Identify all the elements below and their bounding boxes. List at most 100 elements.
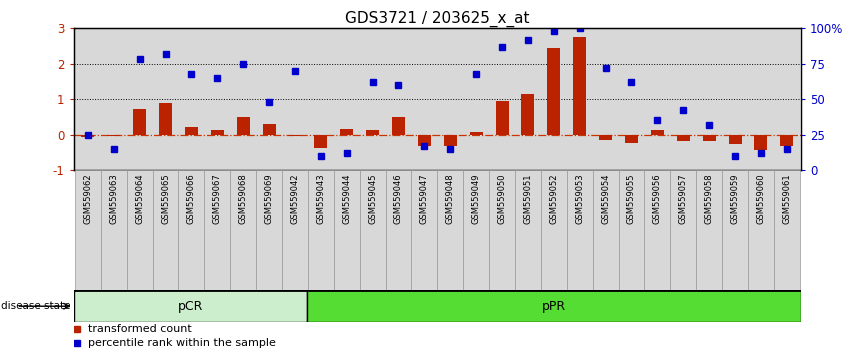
Bar [81, 135, 94, 137]
Bar [307, 290, 801, 322]
Text: GSM559062: GSM559062 [83, 173, 93, 224]
Bar [133, 109, 146, 135]
Bar [262, 124, 275, 135]
Text: GSM559044: GSM559044 [342, 173, 352, 224]
Bar [411, 170, 437, 290]
Bar [210, 130, 223, 135]
Bar [547, 48, 560, 135]
Text: GSM559060: GSM559060 [756, 173, 766, 224]
Bar [463, 170, 489, 290]
Bar [204, 28, 230, 170]
Text: GSM559059: GSM559059 [731, 173, 740, 224]
Title: GDS3721 / 203625_x_at: GDS3721 / 203625_x_at [345, 11, 530, 27]
Bar [780, 135, 793, 146]
Bar [308, 170, 333, 290]
Bar [74, 290, 307, 322]
Bar [618, 170, 644, 290]
Text: GSM559061: GSM559061 [782, 173, 792, 224]
Bar [618, 28, 644, 170]
Text: GSM559047: GSM559047 [420, 173, 429, 224]
Bar [107, 135, 120, 136]
Bar [359, 170, 385, 290]
Text: GSM559046: GSM559046 [394, 173, 403, 224]
Text: GSM559068: GSM559068 [239, 173, 248, 224]
Text: GSM559067: GSM559067 [213, 173, 222, 224]
Bar [100, 28, 126, 170]
Text: pPR: pPR [542, 300, 566, 313]
Bar [152, 170, 178, 290]
Bar [651, 130, 664, 135]
Bar [185, 127, 197, 135]
Bar [754, 135, 767, 150]
Bar [256, 28, 282, 170]
Text: GSM559055: GSM559055 [627, 173, 636, 224]
Bar [495, 101, 508, 135]
Bar [411, 28, 437, 170]
Bar [696, 170, 722, 290]
Bar [288, 135, 301, 136]
Bar [236, 117, 249, 135]
Bar [230, 170, 256, 290]
Bar [74, 170, 100, 290]
Bar [728, 135, 741, 144]
Bar [392, 117, 405, 135]
Bar [359, 28, 385, 170]
Bar [230, 28, 256, 170]
Text: GSM559051: GSM559051 [523, 173, 533, 224]
Bar [489, 28, 515, 170]
Text: GSM559042: GSM559042 [290, 173, 300, 224]
Bar [774, 170, 800, 290]
Bar [573, 37, 586, 135]
Bar [515, 170, 541, 290]
Bar [592, 170, 618, 290]
Bar [178, 28, 204, 170]
Bar [308, 28, 333, 170]
Bar [385, 28, 411, 170]
Text: GSM559056: GSM559056 [653, 173, 662, 224]
Text: GSM559043: GSM559043 [316, 173, 326, 224]
Text: pCR: pCR [178, 300, 204, 313]
Bar [541, 28, 566, 170]
Text: GSM559045: GSM559045 [368, 173, 377, 224]
Text: GSM559052: GSM559052 [549, 173, 559, 224]
Bar [340, 129, 353, 135]
Bar [126, 170, 152, 290]
Bar [722, 170, 748, 290]
Text: GSM559057: GSM559057 [679, 173, 688, 224]
Bar [566, 28, 592, 170]
Bar [100, 170, 126, 290]
Text: GSM559066: GSM559066 [187, 173, 196, 224]
Text: GSM559058: GSM559058 [705, 173, 714, 224]
Bar [443, 135, 456, 146]
Bar [159, 103, 172, 135]
Bar [489, 170, 515, 290]
Bar [774, 28, 800, 170]
Bar [418, 135, 431, 146]
Bar [670, 170, 696, 290]
Bar [722, 28, 748, 170]
Bar [625, 135, 638, 143]
Text: GSM559053: GSM559053 [575, 173, 585, 224]
Text: GSM559063: GSM559063 [109, 173, 119, 224]
Bar [702, 135, 715, 141]
Bar [670, 28, 696, 170]
Bar [515, 28, 541, 170]
Bar [599, 135, 612, 140]
Bar [152, 28, 178, 170]
Bar [541, 170, 566, 290]
Bar [437, 28, 463, 170]
Bar [256, 170, 282, 290]
Bar [696, 28, 722, 170]
Bar [469, 132, 482, 135]
Bar [126, 28, 152, 170]
Bar [282, 28, 308, 170]
Bar [566, 170, 592, 290]
Text: GSM559050: GSM559050 [498, 173, 507, 224]
Bar [463, 28, 489, 170]
Bar [592, 28, 618, 170]
Bar [74, 28, 100, 170]
Text: GSM559069: GSM559069 [264, 173, 274, 224]
Text: GSM559049: GSM559049 [472, 173, 481, 224]
Bar [385, 170, 411, 290]
Bar [748, 170, 774, 290]
